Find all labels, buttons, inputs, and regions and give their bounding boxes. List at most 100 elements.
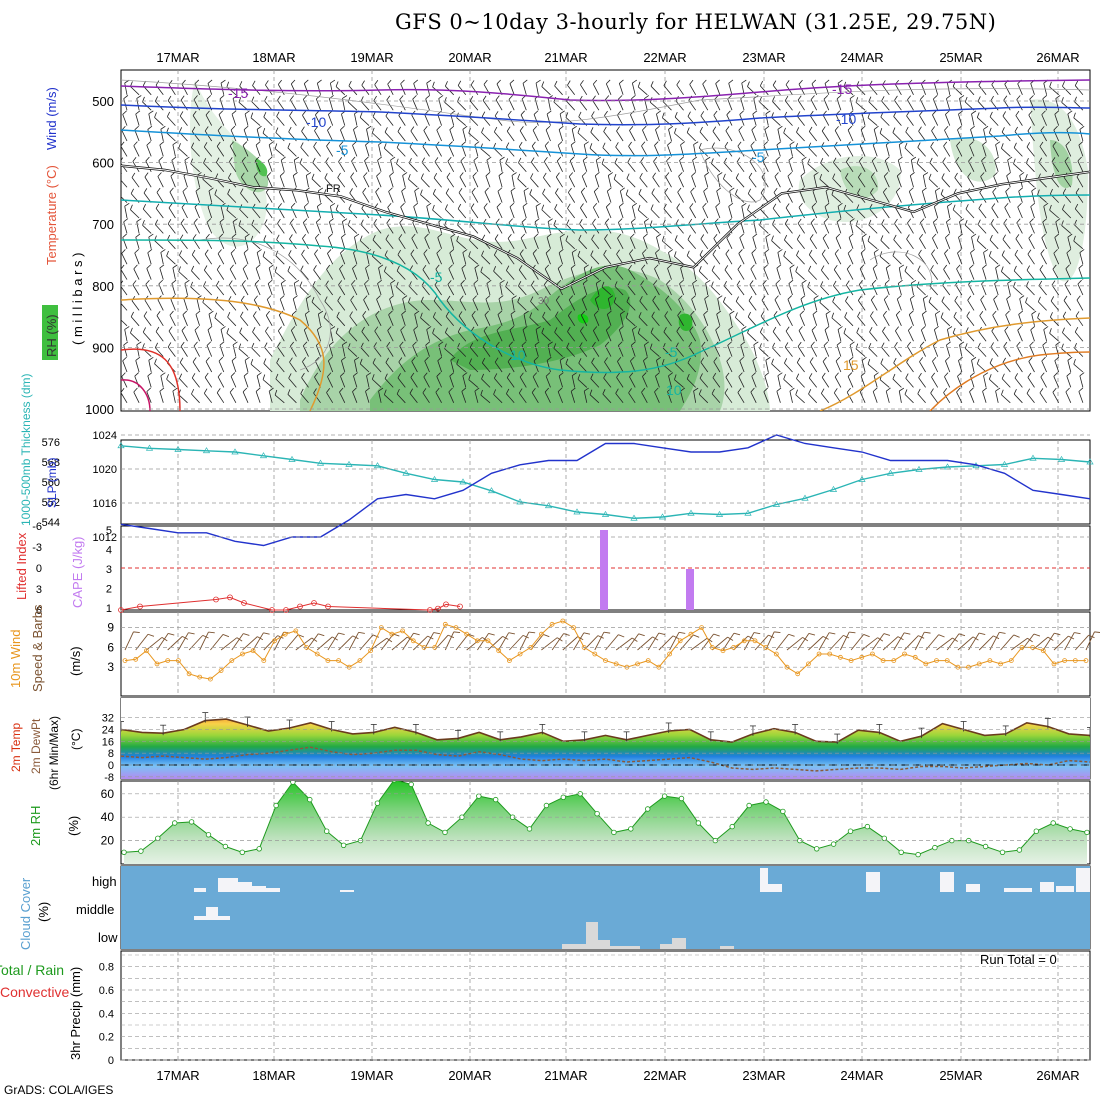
wind-barb-flag (507, 357, 512, 362)
wind-barb-staff (231, 237, 237, 249)
wind-barb-staff (348, 331, 358, 342)
wind-barb-staff (631, 83, 636, 95)
wind-barb (444, 327, 454, 342)
wind-barb (386, 95, 394, 111)
wind-barb-flag (400, 326, 405, 331)
wind-barb (1030, 202, 1036, 219)
wind-barb-flag (123, 218, 129, 223)
wind-barb-flag (557, 264, 563, 269)
wind-barb-staff (399, 345, 406, 357)
wind-barb (956, 141, 963, 157)
wind-barb (739, 110, 745, 126)
wind-barb-staff (740, 221, 745, 234)
wind-barb-flag (180, 218, 185, 224)
wind-barb-staff (340, 129, 346, 142)
wind-barb-staff (656, 360, 660, 373)
wind-barb-staff (314, 253, 321, 265)
wind-barb (712, 372, 721, 388)
wind-barb-flag (122, 356, 127, 362)
wind-barb-staff (751, 129, 757, 142)
wind-barb-flag (661, 112, 665, 118)
wind-barb (408, 297, 418, 311)
wind-barb (566, 342, 575, 357)
wind-barb-flag (267, 156, 273, 161)
wind-barb (799, 310, 805, 326)
wind-barb-flag (472, 172, 477, 177)
wind-barb-flag (256, 372, 262, 377)
wind-barb (239, 327, 249, 342)
wind-barb (303, 79, 309, 95)
date-label-bottom: 18MAR (252, 1068, 295, 1083)
wind-barb (471, 310, 479, 326)
wind-barb-flag (678, 172, 683, 177)
wind-barb-flag (329, 341, 334, 346)
wind-barb (959, 341, 965, 357)
wind-barb-flag (591, 234, 595, 240)
wind-barb-staff (626, 178, 636, 188)
wind-barb-staff (553, 101, 563, 111)
wind-barb-flag (408, 297, 411, 303)
wind-barb-staff (326, 269, 334, 280)
wind-barb (919, 233, 926, 250)
wind-barb (643, 110, 648, 126)
wind-barb-staff (843, 333, 854, 342)
wind-barb-staff (226, 86, 237, 96)
wind-barb-flag (956, 387, 961, 393)
wind-barb-flag (494, 111, 499, 117)
wind-barb (203, 281, 212, 296)
wind-barb (243, 372, 249, 388)
wind-barb-staff (227, 193, 237, 203)
wind-barb-staff (433, 177, 442, 188)
wind-barb-flag (304, 202, 309, 208)
wind-barb-staff (678, 299, 684, 311)
wind-barb-flag (290, 341, 294, 347)
wind-barb-flag (801, 156, 807, 161)
wind-barb (533, 233, 539, 249)
wind-barb (555, 172, 563, 188)
wind-barb-flag (1026, 142, 1031, 148)
wind-barb-staff (820, 286, 830, 296)
wind-barb-flag (904, 266, 908, 272)
wind-barb-flag (215, 296, 219, 302)
wind-barb (253, 311, 261, 327)
wind-barb-flag (593, 310, 599, 316)
wind-barb-flag (240, 172, 245, 178)
wind-barb (462, 125, 468, 142)
wind-barb (434, 157, 442, 173)
wind-barb-flag (777, 125, 783, 130)
wind-barb (969, 141, 975, 157)
wind-barb (749, 280, 757, 296)
wind-barb-flag (750, 264, 755, 270)
wind-barb-staff (159, 391, 164, 403)
wind-barb-flag (775, 279, 781, 285)
wind-barb-flag (748, 295, 753, 301)
wind-barb-flag (145, 156, 150, 162)
wind-barb (243, 249, 249, 265)
wind-barb-staff (750, 391, 757, 403)
wind-barb-flag (532, 125, 538, 131)
wind-barb-staff (1051, 284, 1060, 296)
wind-barb-staff (143, 315, 152, 327)
wind-barb-flag (158, 279, 163, 285)
wind-barb-flag (136, 95, 142, 99)
wind-barb (1015, 110, 1023, 126)
wind-barb-staff (497, 191, 503, 203)
wind-barb (922, 172, 929, 188)
wind-barb-flag (653, 156, 658, 162)
wind-barb (545, 249, 551, 265)
wind-barb-flag (981, 156, 986, 161)
wind-barb-flag (836, 95, 842, 100)
wind-barb-flag (352, 141, 357, 146)
wind-barb (867, 235, 878, 250)
wind-barb (776, 141, 782, 157)
wind-barb-flag (373, 342, 377, 348)
wind-barb-staff (535, 206, 539, 219)
wind-barb-staff (638, 316, 648, 327)
wind-barb-staff (135, 113, 140, 126)
wind-barb-flag (763, 141, 768, 146)
wind-barb (348, 204, 358, 219)
wind-barb (529, 189, 539, 203)
wind-barb-flag (722, 173, 726, 180)
wind-barb-flag (594, 172, 600, 177)
wind-barb-staff (907, 206, 914, 219)
